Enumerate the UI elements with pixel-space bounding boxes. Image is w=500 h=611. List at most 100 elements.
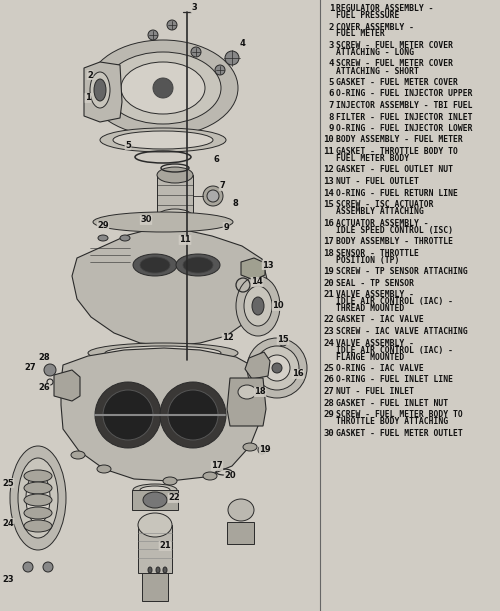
Text: IDLE SPEED CONTROL (ISC): IDLE SPEED CONTROL (ISC) bbox=[336, 225, 453, 235]
Text: 21: 21 bbox=[159, 541, 171, 551]
Ellipse shape bbox=[133, 484, 177, 496]
Ellipse shape bbox=[215, 65, 225, 75]
Text: SCREW - FUEL METER COVER: SCREW - FUEL METER COVER bbox=[336, 41, 453, 50]
Text: 19: 19 bbox=[323, 267, 334, 276]
Text: 1: 1 bbox=[85, 93, 91, 103]
Text: 2: 2 bbox=[87, 70, 93, 79]
Ellipse shape bbox=[244, 286, 272, 326]
Text: 16: 16 bbox=[323, 219, 334, 227]
Text: 30: 30 bbox=[140, 216, 152, 224]
Ellipse shape bbox=[120, 235, 130, 241]
Text: 20: 20 bbox=[323, 279, 334, 288]
Ellipse shape bbox=[105, 52, 221, 124]
Ellipse shape bbox=[138, 513, 172, 537]
Text: BODY ASSEMBLY - THROTTLE: BODY ASSEMBLY - THROTTLE bbox=[336, 237, 453, 246]
Polygon shape bbox=[61, 348, 265, 481]
Bar bbox=[138, 525, 172, 573]
Text: SENSOR - THROTTLE: SENSOR - THROTTLE bbox=[336, 249, 419, 257]
Text: SEAL - TP SENSOR: SEAL - TP SENSOR bbox=[336, 279, 414, 288]
Text: SCREW - TP SENSOR ATTACHING: SCREW - TP SENSOR ATTACHING bbox=[336, 267, 468, 276]
Text: 12: 12 bbox=[222, 334, 234, 343]
Text: 9: 9 bbox=[328, 124, 334, 133]
Text: 22: 22 bbox=[168, 494, 180, 502]
Ellipse shape bbox=[24, 470, 52, 482]
Polygon shape bbox=[245, 352, 270, 379]
Ellipse shape bbox=[157, 209, 193, 225]
Ellipse shape bbox=[255, 346, 299, 390]
Text: FUEL PRESSURE: FUEL PRESSURE bbox=[336, 11, 400, 20]
Ellipse shape bbox=[203, 186, 223, 206]
Text: 8: 8 bbox=[232, 200, 238, 208]
Text: 11: 11 bbox=[323, 147, 334, 156]
Ellipse shape bbox=[88, 40, 238, 136]
Text: 7: 7 bbox=[328, 101, 334, 110]
Ellipse shape bbox=[98, 235, 108, 241]
Text: 25: 25 bbox=[323, 364, 334, 373]
Ellipse shape bbox=[26, 472, 50, 524]
Text: 7: 7 bbox=[219, 181, 225, 191]
Text: 1: 1 bbox=[328, 4, 334, 13]
Bar bbox=[227, 522, 254, 544]
Text: 20: 20 bbox=[224, 472, 236, 480]
Ellipse shape bbox=[24, 520, 52, 532]
Ellipse shape bbox=[225, 51, 239, 65]
Text: VALVE ASSEMBLY -: VALVE ASSEMBLY - bbox=[336, 290, 414, 299]
Text: 14: 14 bbox=[323, 189, 334, 197]
Text: 23: 23 bbox=[2, 576, 14, 585]
Text: 18: 18 bbox=[254, 387, 266, 397]
Text: GASKET - FUEL OUTLET NUT: GASKET - FUEL OUTLET NUT bbox=[336, 166, 453, 175]
Text: 13: 13 bbox=[323, 177, 334, 186]
Ellipse shape bbox=[140, 257, 170, 273]
Ellipse shape bbox=[203, 472, 217, 480]
Text: 19: 19 bbox=[259, 445, 271, 455]
Ellipse shape bbox=[93, 212, 233, 232]
Text: GASKET - FUEL INLET NUT: GASKET - FUEL INLET NUT bbox=[336, 398, 448, 408]
Ellipse shape bbox=[95, 382, 161, 448]
Text: SCREW - FUEL METER COVER: SCREW - FUEL METER COVER bbox=[336, 59, 453, 68]
Text: 8: 8 bbox=[328, 112, 334, 122]
Text: 6: 6 bbox=[328, 89, 334, 98]
Text: 4: 4 bbox=[328, 59, 334, 68]
Ellipse shape bbox=[279, 338, 287, 346]
Ellipse shape bbox=[191, 47, 201, 57]
Text: NUT - FUEL OUTLET: NUT - FUEL OUTLET bbox=[336, 177, 419, 186]
Ellipse shape bbox=[113, 131, 213, 149]
Text: 10: 10 bbox=[323, 136, 334, 144]
Text: ACTUATOR ASSEMBLY -: ACTUATOR ASSEMBLY - bbox=[336, 219, 428, 227]
Ellipse shape bbox=[153, 78, 173, 98]
Text: 28: 28 bbox=[323, 398, 334, 408]
Text: 26: 26 bbox=[38, 384, 50, 392]
Text: 5: 5 bbox=[328, 78, 334, 87]
Text: GASKET - IAC VALVE: GASKET - IAC VALVE bbox=[336, 315, 424, 324]
Ellipse shape bbox=[236, 276, 280, 336]
Text: 11: 11 bbox=[179, 235, 191, 244]
Text: 17: 17 bbox=[323, 237, 334, 246]
Ellipse shape bbox=[24, 507, 52, 519]
Text: 27: 27 bbox=[24, 364, 36, 373]
Ellipse shape bbox=[163, 477, 177, 485]
Ellipse shape bbox=[23, 562, 33, 572]
Text: 21: 21 bbox=[323, 290, 334, 299]
Ellipse shape bbox=[103, 390, 153, 440]
Bar bbox=[142, 573, 168, 601]
Bar bbox=[132, 490, 178, 510]
Text: FUEL METER: FUEL METER bbox=[336, 29, 385, 38]
Text: 15: 15 bbox=[277, 335, 289, 345]
Text: 29: 29 bbox=[323, 410, 334, 419]
Text: 16: 16 bbox=[292, 370, 304, 378]
Ellipse shape bbox=[160, 382, 226, 448]
Text: 18: 18 bbox=[323, 249, 334, 257]
Ellipse shape bbox=[176, 254, 220, 276]
Text: INJECTOR ASSEMBLY - TBI FUEL: INJECTOR ASSEMBLY - TBI FUEL bbox=[336, 101, 472, 110]
Text: ATTACHING - SHORT: ATTACHING - SHORT bbox=[336, 67, 419, 76]
Text: 5: 5 bbox=[125, 141, 131, 150]
Ellipse shape bbox=[272, 363, 282, 373]
Ellipse shape bbox=[24, 482, 52, 494]
Text: 10: 10 bbox=[272, 301, 284, 310]
Text: IDLE AIR CONTROL (IAC) -: IDLE AIR CONTROL (IAC) - bbox=[336, 297, 453, 306]
Ellipse shape bbox=[157, 167, 193, 183]
Text: 30: 30 bbox=[323, 428, 334, 437]
Text: 4: 4 bbox=[239, 38, 245, 48]
Text: GASKET - THROTTLE BODY TO: GASKET - THROTTLE BODY TO bbox=[336, 147, 458, 156]
Ellipse shape bbox=[252, 297, 264, 315]
